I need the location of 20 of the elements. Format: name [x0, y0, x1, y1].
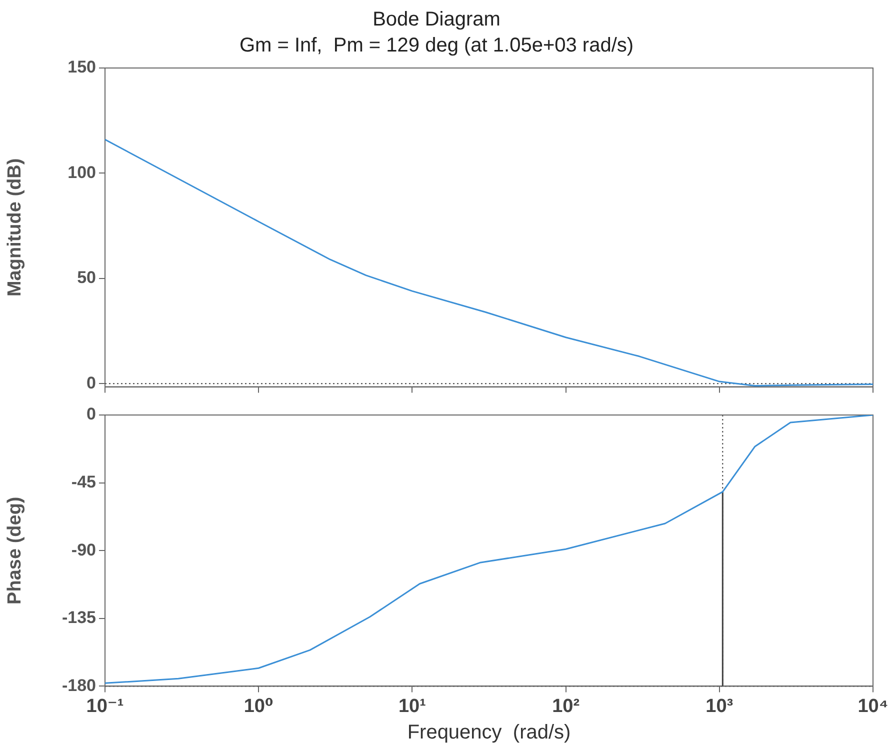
y-axis-title: Phase (deg) — [4, 496, 26, 604]
chart-subtitle: Gm = Inf, Pm = 129 deg (at 1.05e+03 rad/s) — [239, 34, 634, 57]
y-axis-title: Magnitude (dB) — [4, 158, 26, 297]
y-tick-label: -180 — [62, 676, 96, 695]
x-tick-label: 10¹ — [398, 696, 426, 717]
x-tick-label: 10⁻¹ — [86, 696, 124, 717]
x-tick-label: 10⁰ — [244, 696, 274, 717]
y-tick-label: -45 — [71, 472, 96, 492]
y-tick-label: 50 — [77, 268, 96, 288]
y-tick-label: 0 — [86, 373, 96, 392]
x-tick-label: 10² — [552, 696, 580, 717]
chart-title: Bode Diagram — [372, 8, 500, 31]
x-axis-title: Frequency (rad/s) — [407, 722, 571, 744]
x-tick-label: 10³ — [706, 696, 734, 717]
x-tick-label: 10⁴ — [858, 696, 888, 717]
y-tick-label: 100 — [68, 162, 96, 182]
y-tick-label: -90 — [71, 540, 96, 560]
y-tick-label: 0 — [86, 404, 96, 424]
y-tick-label: 150 — [68, 58, 96, 77]
y-tick-label: -135 — [62, 608, 96, 628]
